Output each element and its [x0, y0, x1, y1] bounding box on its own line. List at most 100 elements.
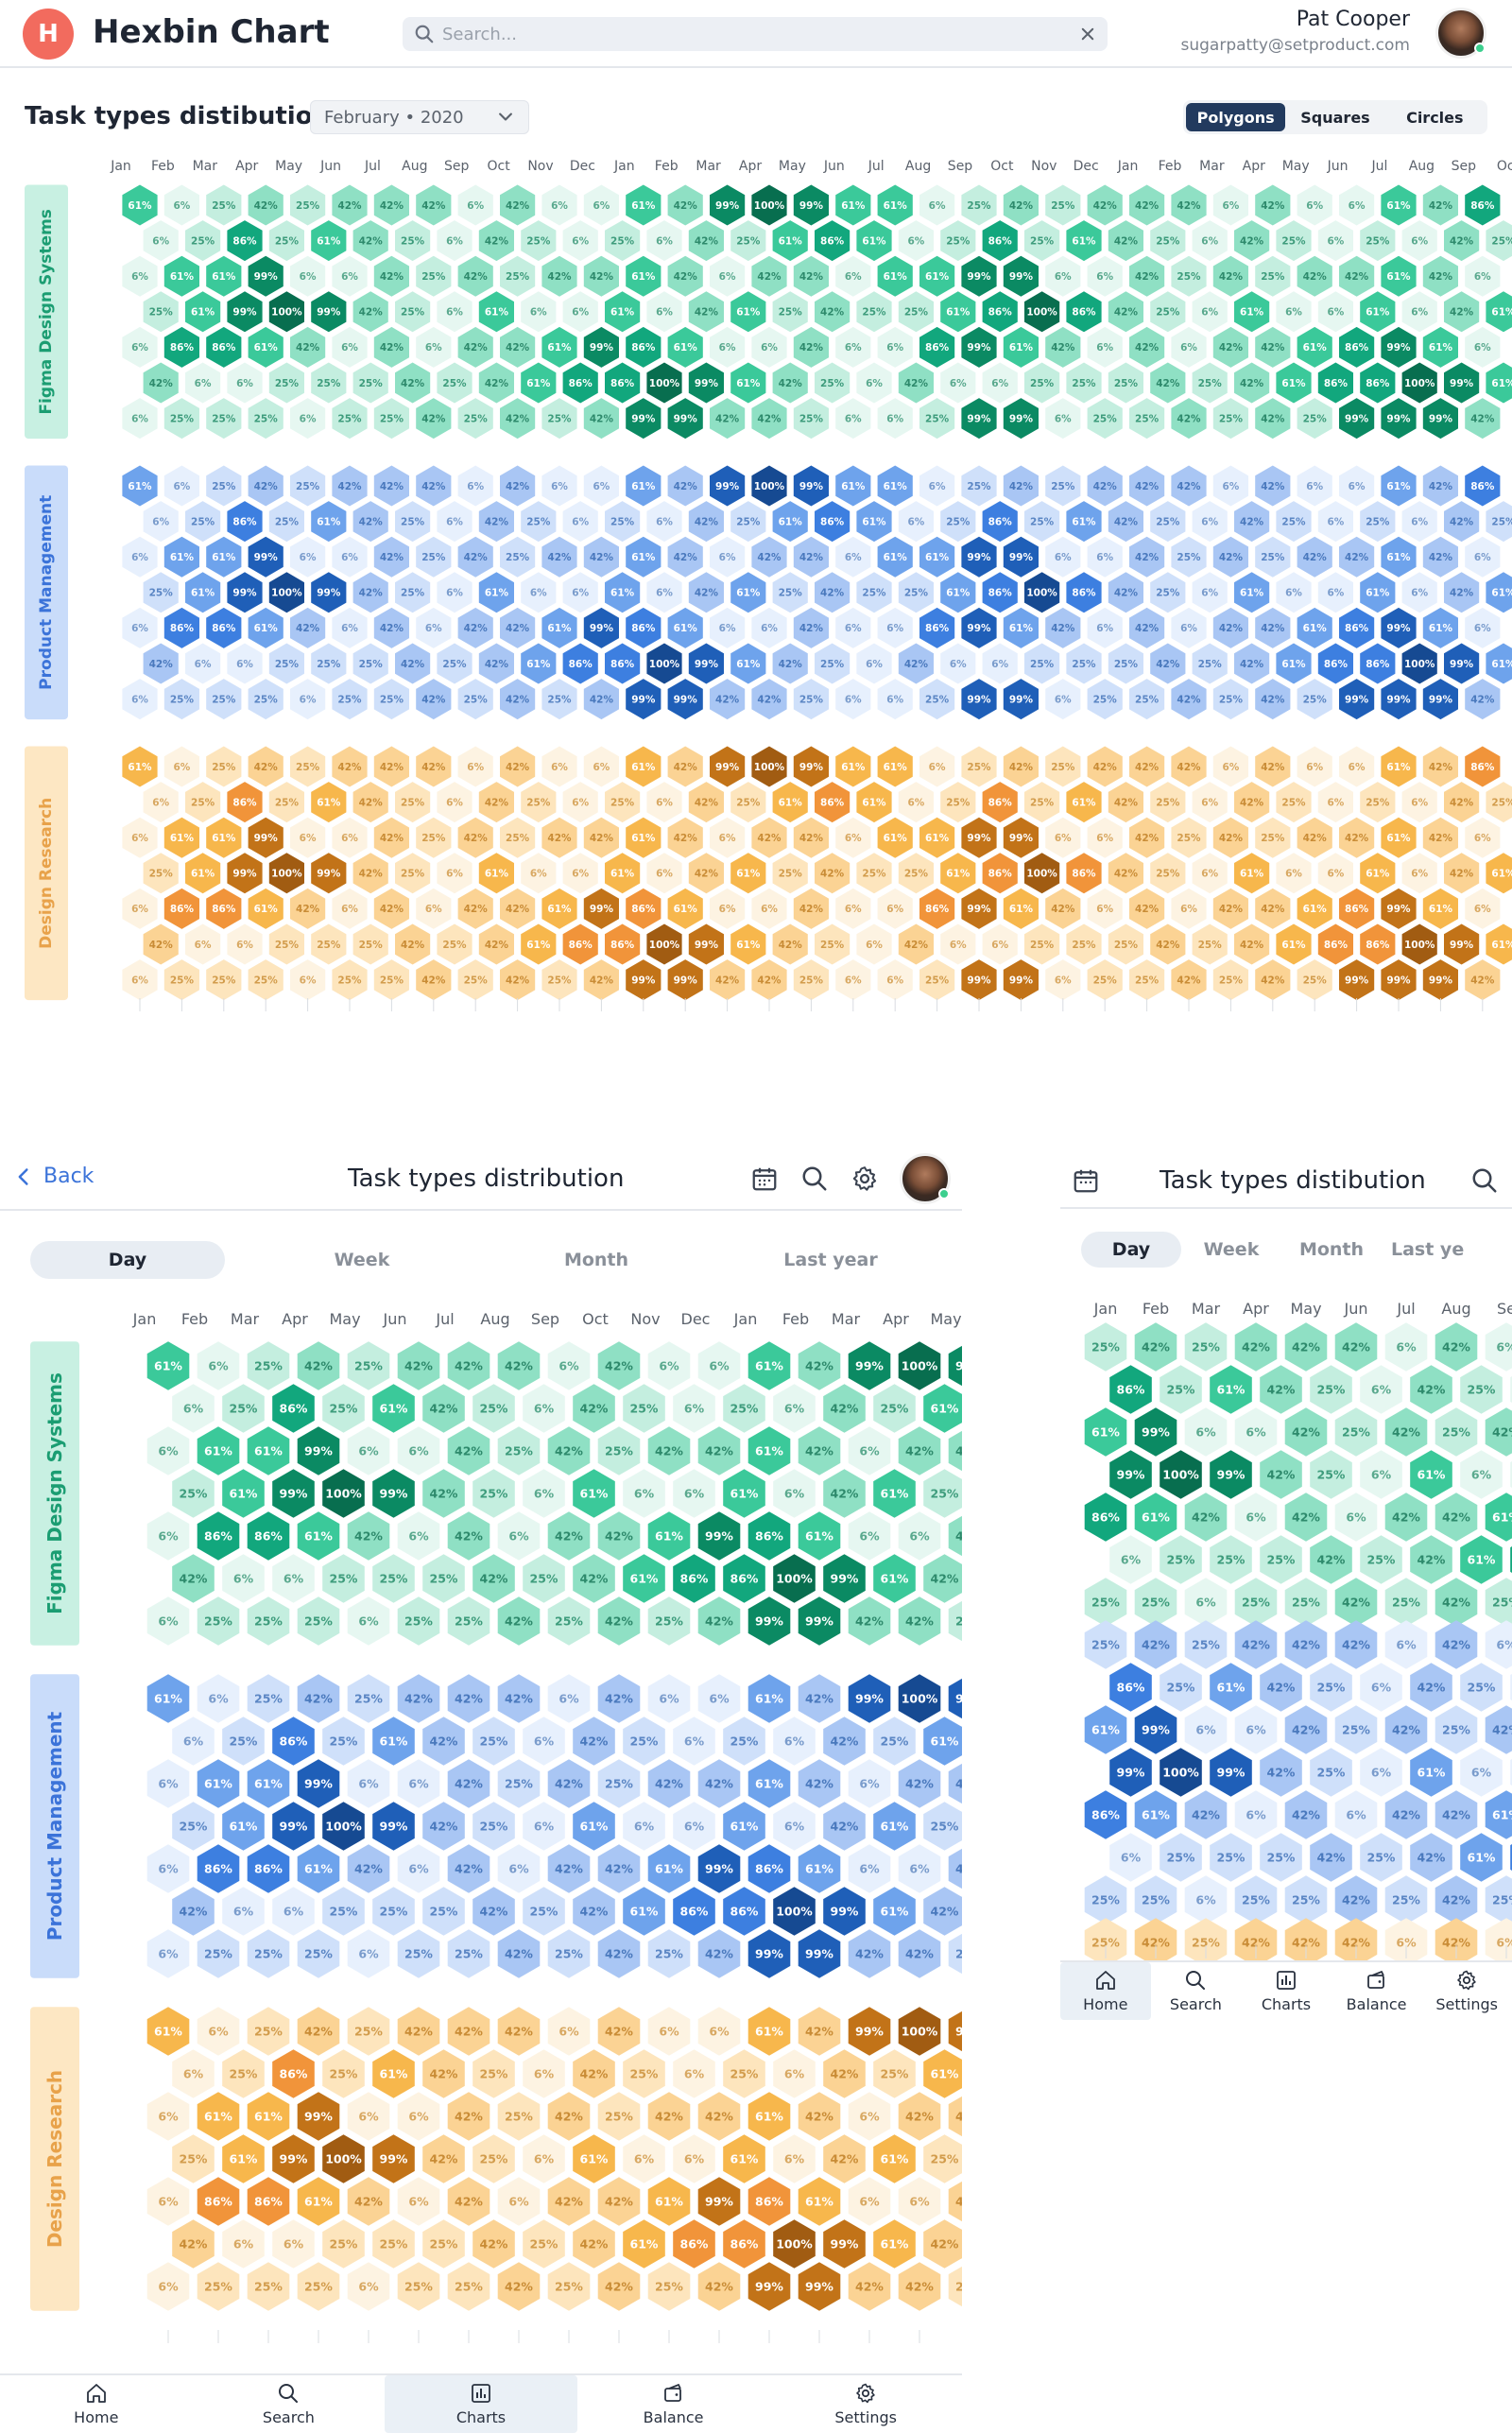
hex-cell[interactable] — [500, 607, 536, 648]
hex-cell[interactable] — [547, 2092, 591, 2141]
hex-cell[interactable] — [982, 220, 1018, 262]
hex-cell[interactable] — [583, 255, 619, 297]
hex-cell[interactable] — [347, 2262, 390, 2311]
hex-cell[interactable] — [500, 679, 536, 720]
hex-cell[interactable] — [982, 782, 1018, 823]
hex-cell[interactable] — [1108, 643, 1143, 684]
hex-cell[interactable] — [1184, 1322, 1228, 1372]
hex-cell[interactable] — [747, 1844, 791, 1893]
hex-cell[interactable] — [521, 501, 557, 543]
hex-cell[interactable] — [562, 362, 598, 404]
hex-cell[interactable] — [688, 362, 724, 404]
hex-cell[interactable] — [222, 2219, 265, 2269]
hex-cell[interactable] — [1465, 607, 1501, 648]
hex-cell[interactable] — [747, 1596, 791, 1646]
nav-item-charts[interactable]: Charts — [385, 2375, 577, 2433]
hex-cell[interactable] — [146, 2262, 190, 2311]
hex-cell[interactable] — [222, 1469, 265, 1518]
hex-cell[interactable] — [185, 923, 221, 965]
hex-cell[interactable] — [322, 1717, 365, 1766]
hex-cell[interactable] — [1297, 465, 1332, 507]
hex-cell[interactable] — [710, 746, 746, 787]
hex-cell[interactable] — [1334, 1620, 1378, 1669]
hex-cell[interactable] — [500, 536, 536, 578]
hex-cell[interactable] — [122, 888, 158, 929]
hex-cell[interactable] — [447, 1759, 490, 1808]
hex-cell[interactable] — [478, 362, 514, 404]
hex-cell[interactable] — [1108, 782, 1143, 823]
hex-cell[interactable] — [723, 1802, 765, 1851]
hex-cell[interactable] — [1134, 1620, 1177, 1669]
hex-cell[interactable] — [422, 2219, 465, 2269]
hex-cell[interactable] — [856, 782, 892, 823]
hex-cell[interactable] — [1485, 1578, 1512, 1627]
hex-cell[interactable] — [798, 1674, 841, 1723]
hex-cell[interactable] — [573, 1469, 615, 1518]
hex-cell[interactable] — [898, 362, 934, 404]
hex-cell[interactable] — [730, 291, 766, 333]
hex-cell[interactable] — [1108, 572, 1143, 613]
hex-cell[interactable] — [747, 2092, 791, 2141]
hex-cell[interactable] — [1212, 184, 1248, 226]
hex-cell[interactable] — [1334, 1493, 1378, 1542]
hex-cell[interactable] — [1310, 1663, 1352, 1712]
hex-cell[interactable] — [823, 1887, 866, 1936]
hex-cell[interactable] — [185, 501, 221, 543]
hex-cell[interactable] — [1045, 959, 1081, 1001]
nav-item-settings[interactable]: Settings — [1421, 1962, 1512, 2020]
hex-cell[interactable] — [1087, 679, 1123, 720]
hex-cell[interactable] — [1465, 255, 1501, 297]
calendar-icon[interactable] — [750, 1165, 779, 1193]
hex-cell[interactable] — [982, 643, 1018, 684]
hex-cell[interactable] — [523, 1384, 565, 1433]
hex-cell[interactable] — [1192, 572, 1228, 613]
hex-cell[interactable] — [457, 465, 493, 507]
hex-cell[interactable] — [1284, 1578, 1328, 1627]
avatar[interactable] — [900, 1153, 951, 1204]
hex-cell[interactable] — [646, 220, 682, 262]
hex-cell[interactable] — [773, 1717, 816, 1766]
hex-cell[interactable] — [1401, 782, 1437, 823]
hex-cell[interactable] — [447, 2262, 490, 2311]
hex-cell[interactable] — [311, 362, 347, 404]
hex-cell[interactable] — [395, 291, 431, 333]
hex-cell[interactable] — [623, 1887, 665, 1936]
hex-cell[interactable] — [1297, 398, 1332, 440]
hex-cell[interactable] — [541, 607, 577, 648]
hex-cell[interactable] — [297, 1844, 340, 1893]
hex-cell[interactable] — [185, 643, 221, 684]
hex-cell[interactable] — [815, 220, 850, 262]
hex-cell[interactable] — [311, 572, 347, 613]
hex-cell[interactable] — [898, 501, 934, 543]
hex-cell[interactable] — [1444, 643, 1480, 684]
hex-cell[interactable] — [1134, 1705, 1177, 1754]
hex-cell[interactable] — [948, 1674, 962, 1723]
hex-cell[interactable] — [122, 679, 158, 720]
hex-cell[interactable] — [247, 1511, 290, 1561]
hex-cell[interactable] — [395, 362, 431, 404]
hex-cell[interactable] — [447, 1674, 490, 1723]
hex-cell[interactable] — [1160, 1833, 1202, 1882]
hex-cell[interactable] — [547, 2007, 591, 2056]
hex-cell[interactable] — [1444, 362, 1480, 404]
hex-cell[interactable] — [1339, 959, 1375, 1001]
hex-cell[interactable] — [647, 1844, 691, 1893]
hex-cell[interactable] — [352, 220, 388, 262]
hex-cell[interactable] — [1129, 959, 1165, 1001]
hex-cell[interactable] — [163, 536, 199, 578]
hex-cell[interactable] — [877, 184, 913, 226]
hex-cell[interactable] — [1210, 1365, 1252, 1414]
hex-cell[interactable] — [1003, 326, 1039, 368]
hex-cell[interactable] — [948, 1426, 962, 1475]
hex-cell[interactable] — [1129, 398, 1165, 440]
hex-cell[interactable] — [697, 2092, 741, 2141]
hex-cell[interactable] — [919, 817, 955, 858]
hex-cell[interactable] — [1212, 817, 1248, 858]
hex-cell[interactable] — [1360, 362, 1396, 404]
hex-cell[interactable] — [146, 1341, 190, 1390]
hex-cell[interactable] — [793, 607, 829, 648]
hex-cell[interactable] — [646, 501, 682, 543]
hex-cell[interactable] — [1339, 746, 1375, 787]
hex-cell[interactable] — [437, 291, 472, 333]
hex-cell[interactable] — [352, 853, 388, 894]
